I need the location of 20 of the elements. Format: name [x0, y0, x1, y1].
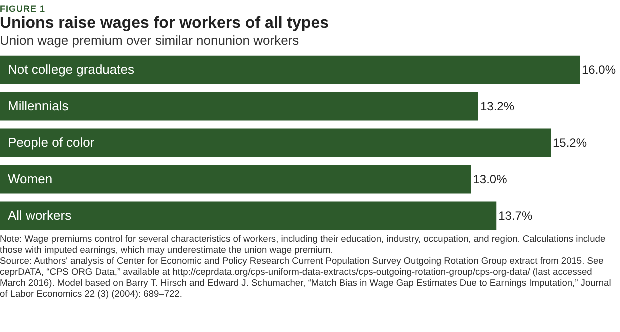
text: Union wage premium over similar nonunion workers	[0, 33, 300, 48]
y-tick-label: Women	[8, 171, 53, 186]
data-label: 13.0%	[473, 172, 508, 186]
bar	[0, 202, 497, 230]
y-tick-label: Millennials	[8, 98, 70, 114]
bar	[0, 56, 580, 84]
bar	[0, 128, 551, 158]
y-tick-label: All workers	[8, 208, 72, 223]
bar	[0, 165, 472, 194]
data-label: 16.0%	[582, 63, 616, 78]
data-label: 13.2%	[480, 100, 515, 114]
source-note: Source: Authors' analysis of Center for Economic and Policy Research Current Population Survey Outgoing Rotation Group extract from 2015. See ceprDATA, “CPS ORG Data,” available at http://ceprdata.org/cps-uniform-data-extracts/cps-outgoing-rotation-group/cps-org-data/ (last accessed March 2016). Model based on Barry T. Hirsch and Edward J. Schumacher, “Match Bias in Wage Gap Estimates Due to Earnings Imputation,” Journal of Labor Economics 22 (3) (2004): 689–722.	[0, 256, 612, 300]
caption: FIGURE 1	[0, 4, 47, 15]
data-label: 15.2%	[553, 136, 588, 150]
text: Note: Wage premiums control for several characteristics of workers, including their education, industry, occupation, and region. Calculations include those with imputed earnings, which may underestimate the union wage premium.	[0, 234, 607, 256]
y-tick-label: Not college graduates	[8, 62, 135, 78]
chart-title: Unions raise wages for workers of all types	[0, 15, 330, 32]
y-tick-label: People of color	[8, 135, 96, 150]
data-label: 13.7%	[498, 208, 533, 223]
bar	[0, 92, 478, 121]
